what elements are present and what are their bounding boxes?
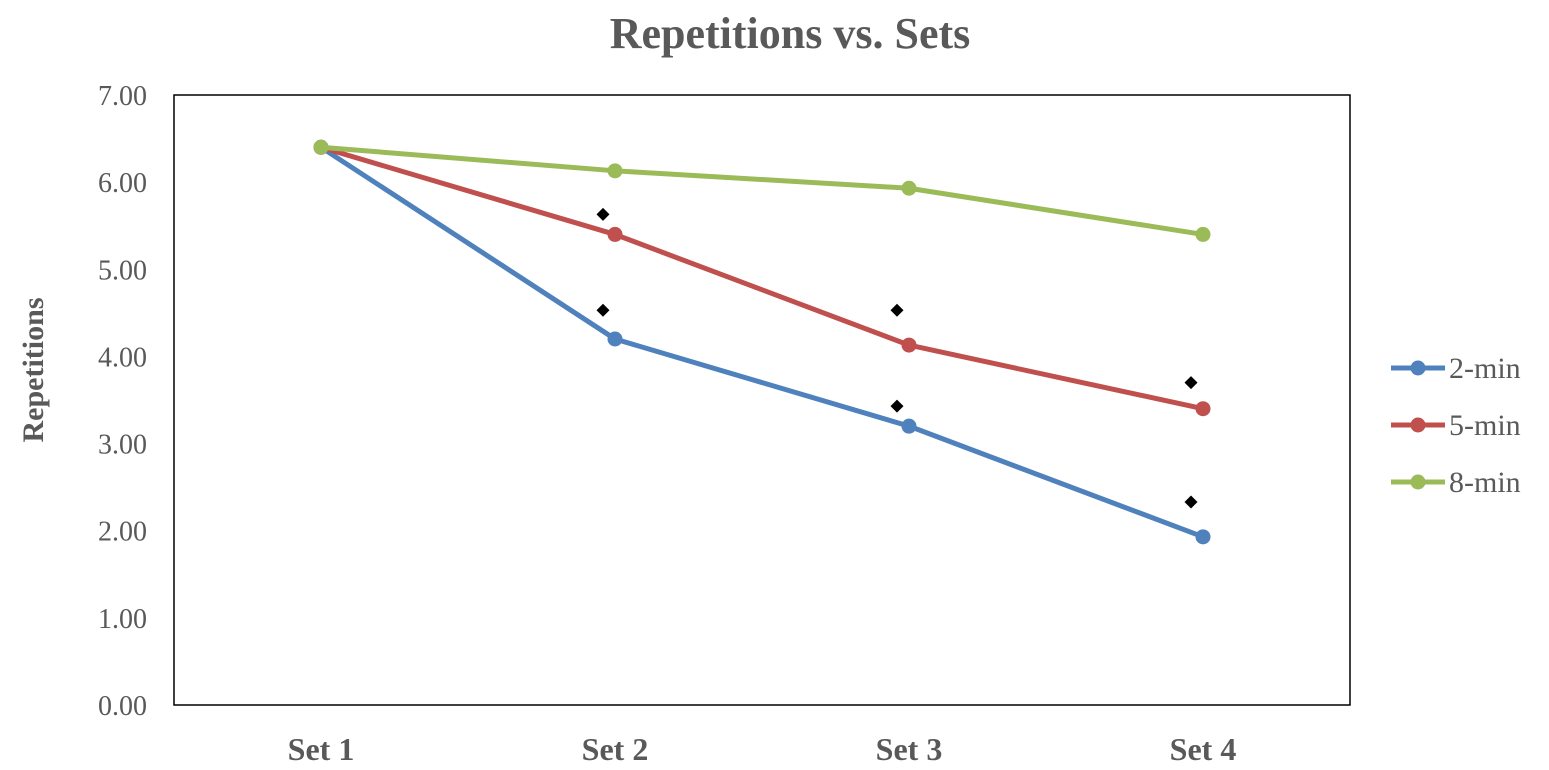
- data-point-5-min: [1195, 401, 1211, 417]
- y-tick-label: 4.00: [98, 342, 147, 373]
- series-layer: [313, 139, 1211, 545]
- data-point-8-min: [313, 139, 329, 155]
- x-axis-ticks: Set 1 Set 2 Set 3 Set 4: [288, 731, 1237, 767]
- y-tick-label: 3.00: [98, 430, 147, 461]
- significance-marker: [890, 303, 904, 317]
- x-tick-label: Set 3: [876, 731, 943, 767]
- significance-markers: [596, 207, 1198, 509]
- legend-label-8-min: 8-min: [1449, 466, 1521, 499]
- significance-marker: [1184, 495, 1198, 509]
- x-tick-label: Set 4: [1170, 731, 1237, 767]
- legend-label-5-min: 5-min: [1449, 409, 1521, 442]
- significance-marker: [596, 303, 610, 317]
- data-point-5-min: [607, 226, 623, 242]
- x-tick-label: Set 1: [288, 731, 355, 767]
- significance-marker: [1184, 376, 1198, 390]
- series-line-2-min: [318, 144, 1206, 540]
- y-tick-label: 1.00: [98, 604, 147, 635]
- series-line-5-min: [318, 144, 1206, 412]
- legend-marker-2-min: [1410, 360, 1426, 376]
- y-axis-label: Repetitions: [17, 298, 50, 443]
- y-tick-label: 7.00: [98, 81, 147, 112]
- data-point-8-min: [1195, 226, 1211, 242]
- legend-marker-8-min: [1410, 474, 1426, 490]
- x-tick-label: Set 2: [582, 731, 649, 767]
- data-point-8-min: [607, 163, 623, 179]
- data-point-2-min: [901, 418, 917, 434]
- y-tick-label: 0.00: [98, 691, 147, 722]
- significance-marker: [596, 207, 610, 221]
- data-point-5-min: [901, 337, 917, 353]
- legend-marker-5-min: [1410, 417, 1426, 433]
- y-tick-label: 5.00: [98, 255, 147, 286]
- chart-title: Repetitions vs. Sets: [610, 9, 971, 58]
- legend-label-2-min: 2-min: [1449, 352, 1521, 385]
- data-point-8-min: [901, 180, 917, 196]
- y-tick-label: 2.00: [98, 517, 147, 548]
- data-point-2-min: [1195, 529, 1211, 545]
- significance-marker: [890, 399, 904, 413]
- legend: 2-min 5-min 8-min: [1391, 352, 1521, 499]
- series-line-8-min: [318, 144, 1206, 237]
- y-tick-label: 6.00: [98, 168, 147, 199]
- plot-area: [173, 94, 1351, 706]
- data-point-2-min: [607, 331, 623, 347]
- y-axis-ticks: 0.00 1.00 2.00 3.00 4.00 5.00 6.00 7.00: [98, 81, 147, 722]
